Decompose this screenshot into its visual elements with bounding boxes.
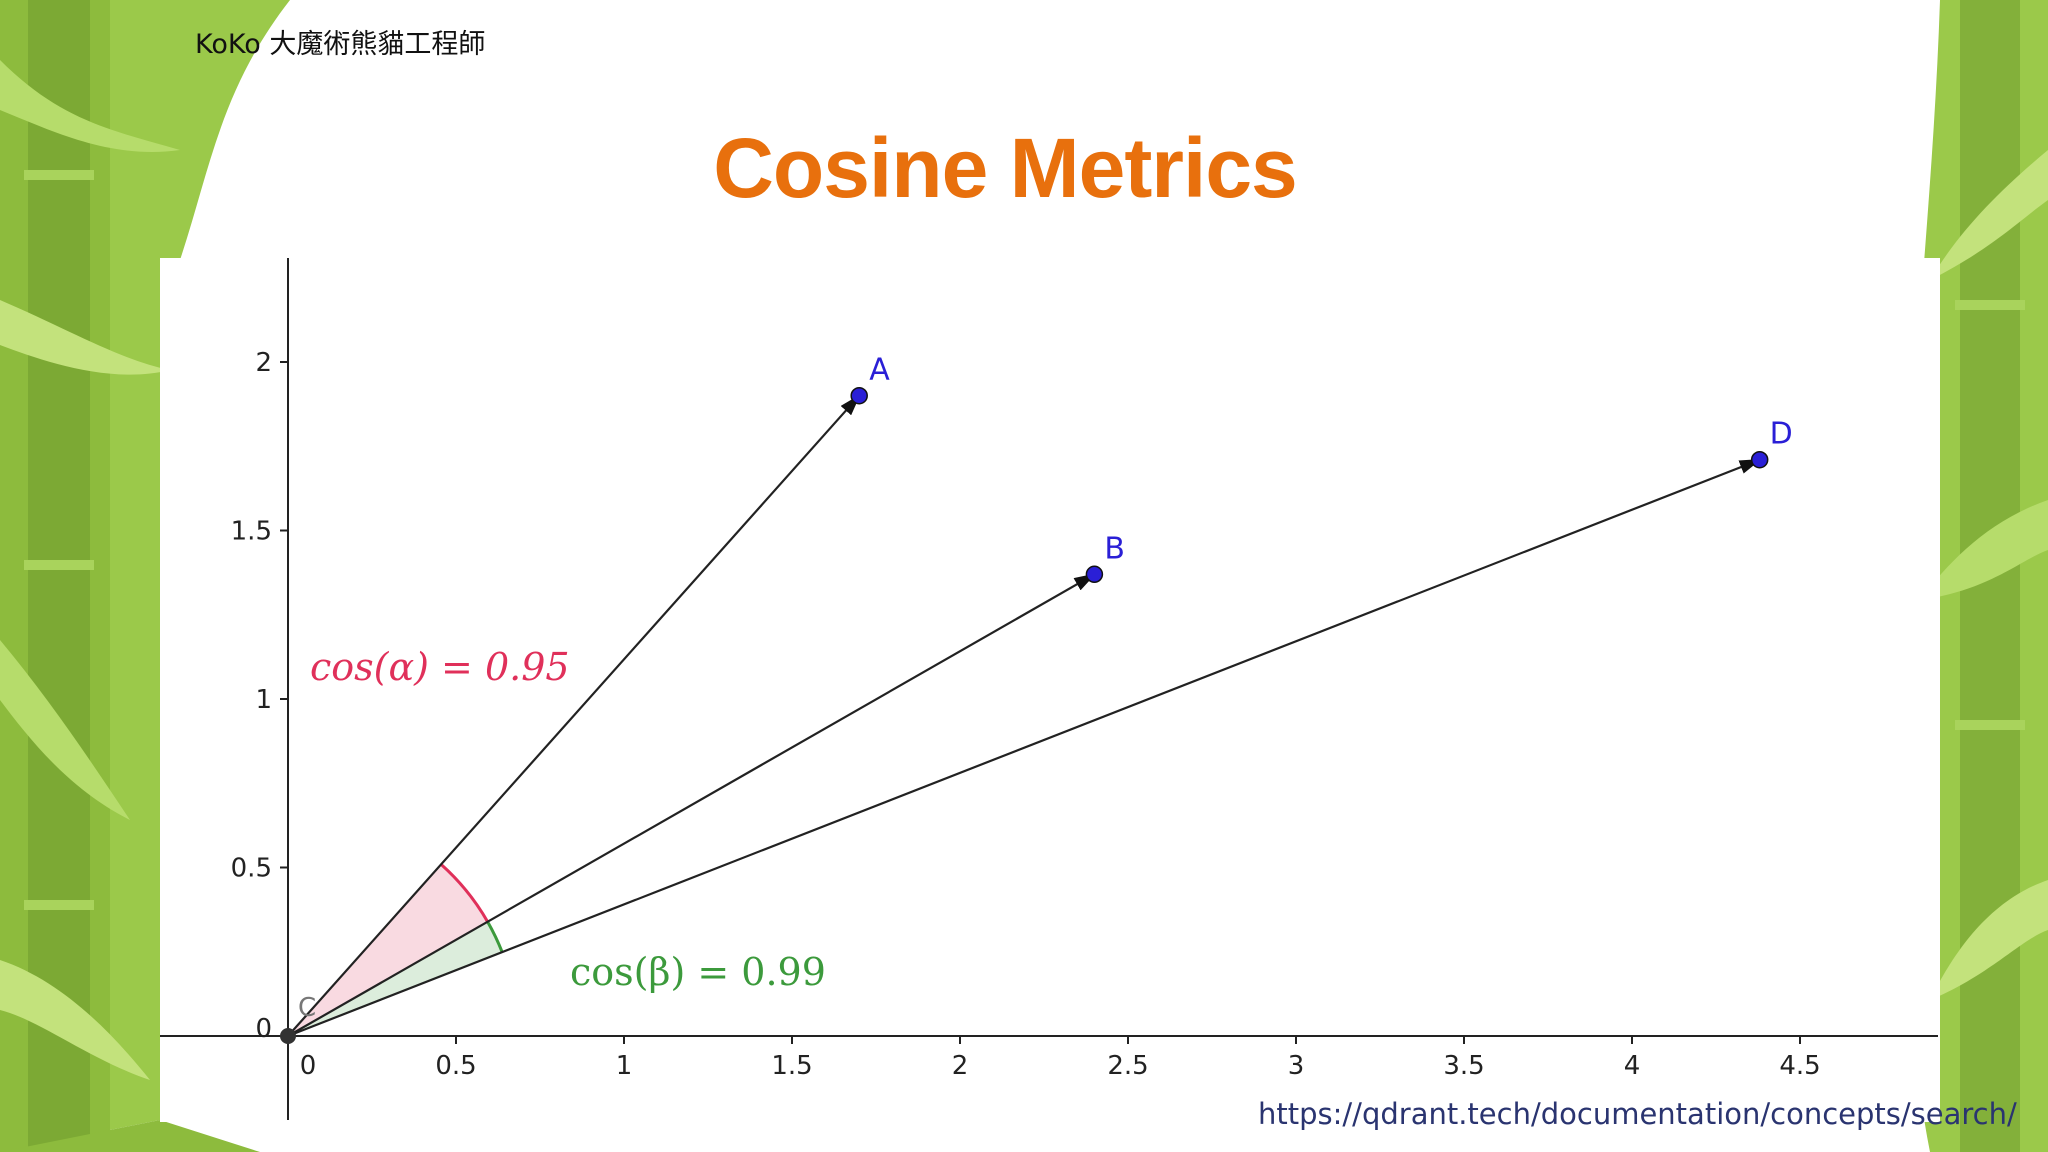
annotations: C cos(α) = 0.95 cos(β) = 0.99 bbox=[298, 645, 826, 1023]
x-tick-label: 0 bbox=[300, 1051, 317, 1081]
point-b bbox=[1085, 565, 1104, 584]
point-label-a: A bbox=[869, 353, 890, 388]
x-tick-label: 2 bbox=[952, 1051, 969, 1081]
angle-sectors bbox=[288, 863, 504, 1036]
x-tick-label: 1 bbox=[616, 1051, 633, 1081]
y-tick-label: 0 bbox=[255, 1014, 272, 1044]
x-tick-label: 4 bbox=[1624, 1051, 1641, 1081]
x-tick-label: 0.5 bbox=[435, 1051, 476, 1081]
slide-title: Cosine Metrics bbox=[713, 121, 1298, 215]
origin-point bbox=[280, 1028, 296, 1044]
x-tick-label: 3 bbox=[1288, 1051, 1305, 1081]
author-label: KoKo 大魔術熊貓工程師 bbox=[195, 29, 486, 60]
x-tick-label: 3.5 bbox=[1443, 1051, 1484, 1081]
source-link[interactable]: https://qdrant.tech/documentation/concep… bbox=[1258, 1097, 2017, 1131]
y-tick-label: 2 bbox=[255, 348, 272, 378]
origin-label: C bbox=[298, 993, 316, 1023]
axes bbox=[160, 258, 1938, 1120]
alpha-sector-arc bbox=[440, 863, 490, 923]
cos-alpha-label: cos(α) = 0.95 bbox=[310, 645, 570, 689]
y-tick-label: 1.5 bbox=[231, 517, 272, 547]
y-tick-label: 1 bbox=[255, 685, 272, 715]
point-d bbox=[1750, 450, 1769, 469]
vector-d bbox=[287, 458, 1762, 1038]
axis-ticks: 0 0.5 1 1.5 2 2.5 3 3.5 4 4.5 0 0.5 1 1.5 2 bbox=[231, 348, 1821, 1081]
point-label-d: D bbox=[1770, 417, 1793, 452]
alpha-sector-fill bbox=[288, 864, 488, 1036]
vector-b bbox=[287, 573, 1097, 1037]
cos-beta-label: cos(β) = 0.99 bbox=[570, 950, 826, 994]
y-tick-label: 0.5 bbox=[231, 854, 272, 884]
point-a bbox=[850, 386, 868, 405]
beta-sector-fill bbox=[288, 921, 503, 1036]
x-tick-label: 2.5 bbox=[1107, 1051, 1148, 1081]
vectors: A B D bbox=[280, 353, 1793, 1044]
x-tick-label: 4.5 bbox=[1779, 1051, 1820, 1081]
point-label-b: B bbox=[1104, 531, 1125, 566]
x-tick-label: 1.5 bbox=[771, 1051, 812, 1081]
vector-a bbox=[287, 394, 861, 1037]
